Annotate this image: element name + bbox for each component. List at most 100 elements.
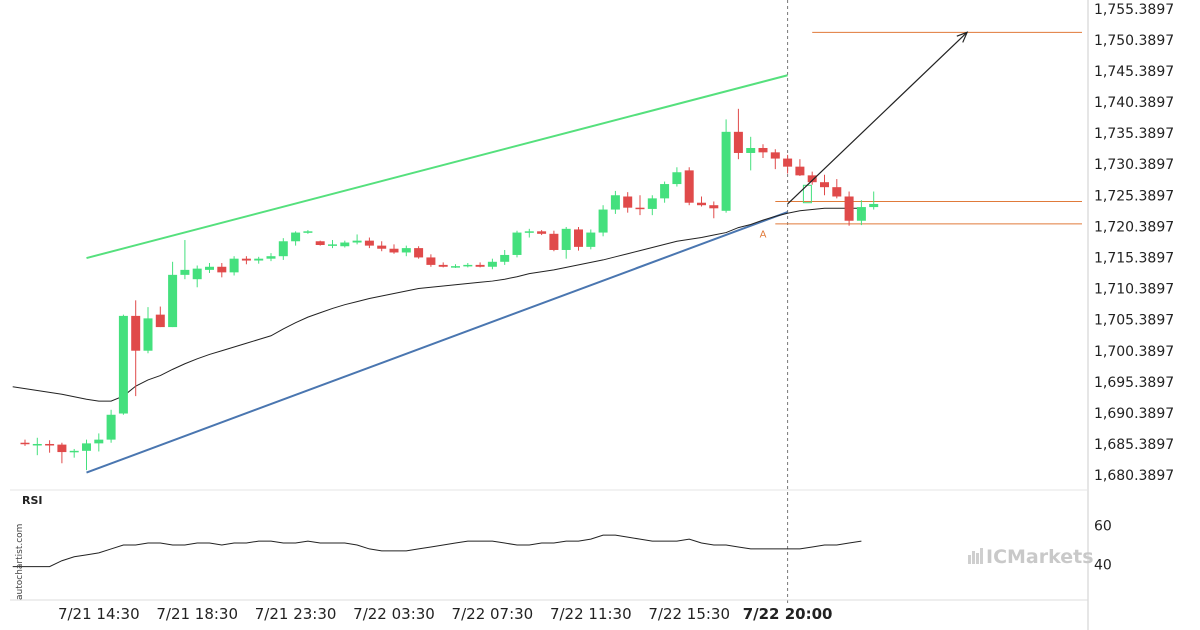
candle-body [192,268,202,280]
candle [315,240,325,246]
candle [709,201,719,219]
candle [746,136,756,171]
candle-body [45,443,55,446]
price-tick-label: 1,685.3897 [1094,437,1174,453]
time-tick-label: 7/22 03:30 [353,605,435,623]
candle-body [586,232,596,247]
brand-name: ICMarkets [986,546,1094,568]
price-tick-label: 1,750.3897 [1094,33,1174,49]
candle-body [426,257,436,265]
candle [377,241,387,252]
candle [45,440,55,453]
candle [549,230,559,252]
candle-body [770,152,780,159]
candle-body [364,240,374,246]
candle [328,240,337,249]
price-tick-label: 1,680.3897 [1094,468,1174,484]
upper-trendline [86,74,788,260]
candle-body [475,264,485,267]
candle [697,196,706,207]
candle-body [561,228,571,250]
candle [20,439,30,446]
forecast-arrow [787,31,968,205]
candle [758,144,768,158]
candle-body [758,147,768,153]
candle-body [451,266,460,268]
candle-body [20,442,30,445]
time-tick-label: 7/22 15:30 [648,605,730,623]
candle [647,195,657,216]
candle-body [660,184,670,199]
rsi-tick-label: 40 [1094,558,1112,574]
candle-body [315,241,325,245]
candle-body [389,248,399,253]
chart-main-area: A [12,0,1082,606]
candle [463,263,473,268]
candle-body [697,202,706,206]
candle-body [229,258,239,273]
candle-body [672,172,682,185]
candle [254,256,264,264]
candle-body [733,131,743,153]
candle-body [168,274,178,328]
candle [57,442,67,464]
moving-average-line [12,207,862,402]
price-tick-label: 1,705.3897 [1094,313,1174,329]
candle-body [131,315,141,351]
candle-body [795,166,805,176]
candle [524,228,534,238]
candle [414,246,424,259]
candle-body [94,439,104,444]
candle-body [832,187,842,197]
candle [561,226,571,259]
candle [217,263,227,278]
candle-body [155,314,165,328]
candle-body [57,444,67,453]
candle-body [69,450,79,453]
candle [143,307,153,354]
candle-body [278,241,288,257]
candle [869,191,879,210]
candle-body [32,443,42,446]
candle [770,149,780,170]
candle [229,256,239,276]
candle [820,174,829,196]
time-tick-label: 7/22 20:00 [743,605,833,623]
chart-axes: 1,755.3897 1,750.3897 1,745.3897 1,740.3897… [10,0,1174,630]
candle-body [623,196,633,208]
time-tick-label: 7/21 18:30 [156,605,238,623]
brand-icon [968,548,983,564]
candle-body [340,242,350,247]
price-tick-label: 1,720.3897 [1094,219,1174,235]
candle [475,262,485,268]
candle [364,237,374,249]
candle [610,190,620,214]
candle-body [574,229,583,247]
candle-body [598,209,608,233]
candle [131,300,141,397]
time-tick-label: 7/21 23:30 [255,605,337,623]
candle-body [254,258,264,261]
rsi-panel: 60 40 [12,518,1112,574]
price-tick-label: 1,695.3897 [1094,375,1174,391]
candle-body [709,205,719,209]
price-tick-label: 1,735.3897 [1094,126,1174,142]
candle [32,437,42,456]
candle-body [377,245,387,249]
candle-body [438,264,448,267]
candle [635,195,645,216]
candle-body [82,443,91,451]
candle-body [647,198,657,209]
lower-trendline [86,211,788,474]
time-tick-label: 7/22 11:30 [550,605,632,623]
candle [401,245,411,257]
price-tick-label: 1,725.3897 [1094,188,1174,204]
brand-logo: ICMarkets [968,546,1094,568]
watermark: autochartist.com [15,524,25,600]
candle-body [401,248,411,253]
candle-body [549,233,559,250]
candle [451,264,460,269]
candle [783,154,793,174]
candle [733,108,743,160]
candle [266,253,276,262]
